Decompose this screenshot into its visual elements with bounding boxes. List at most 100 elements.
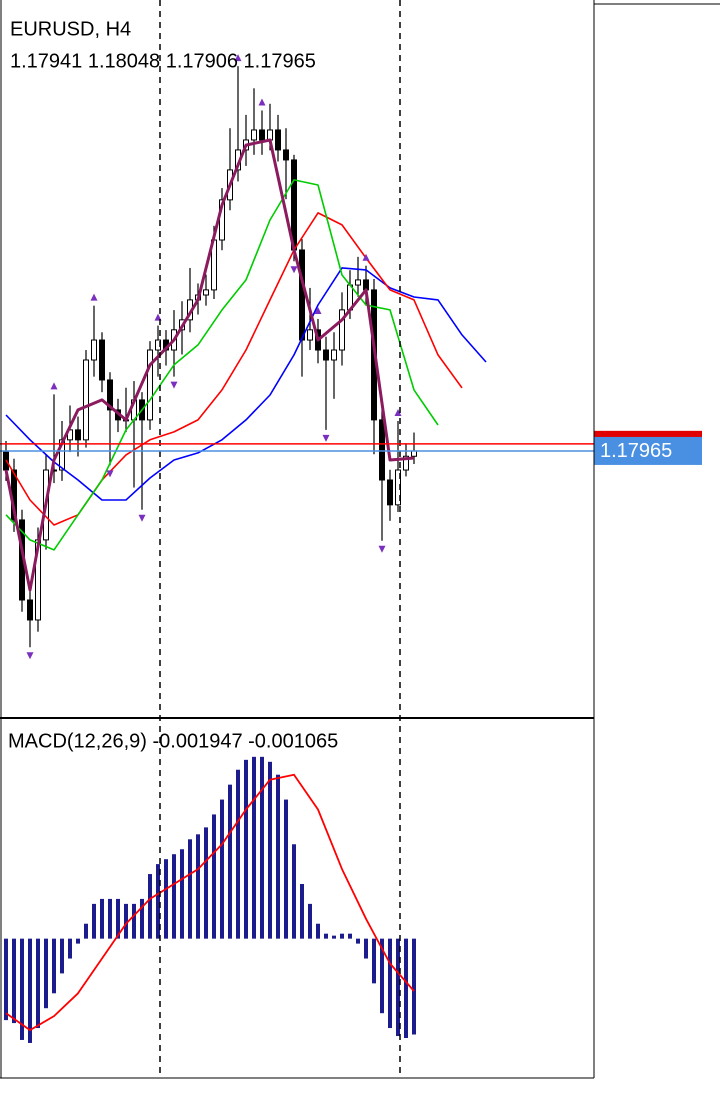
macd-title: MACD(12,26,9) -0.001947 -0.001065 — [8, 730, 338, 752]
macd-bar — [12, 938, 16, 1024]
indicator-line — [5, 773, 415, 1031]
macd-bar — [292, 844, 296, 939]
candle-body — [403, 455, 409, 471]
candle-body — [259, 129, 265, 141]
candle-body — [203, 289, 209, 296]
macd-bar — [364, 938, 368, 959]
macd-bar — [36, 938, 40, 1029]
candle-body — [299, 249, 305, 341]
fractal-up — [234, 54, 242, 62]
candle-body — [331, 349, 337, 361]
fractal-up — [90, 293, 98, 301]
macd-bar — [92, 903, 96, 939]
macd-bar — [308, 903, 312, 939]
macd-bar — [348, 933, 352, 939]
macd-bar — [20, 938, 24, 1040]
macd-bar — [172, 854, 176, 939]
fractal-up — [362, 253, 370, 261]
macd-bar — [212, 814, 216, 939]
macd-bar — [44, 938, 48, 1009]
fractal-up — [50, 382, 58, 390]
marks-layer — [3, 54, 487, 1043]
candle-body — [107, 379, 113, 411]
ohlc-readout: 1.17941 1.18048 1.17906 1.17965 — [10, 50, 316, 72]
candle-body — [91, 339, 97, 361]
macd-bar — [156, 864, 160, 939]
macd-bar — [404, 938, 408, 1038]
macd-bar — [340, 933, 344, 939]
macd-bar — [76, 938, 80, 944]
macd-bar — [396, 938, 400, 1037]
macd-bar — [4, 938, 8, 1021]
candle-body — [251, 129, 257, 141]
overlay-layer: 1.17965 — [0, 430, 702, 465]
macd-bar — [84, 923, 88, 939]
fractal-up — [154, 313, 162, 321]
macd-bar — [196, 834, 200, 939]
macd-bar — [188, 839, 192, 939]
candle-body — [411, 450, 417, 457]
macd-bar — [148, 874, 152, 939]
candle-body — [355, 279, 361, 286]
macd-bar — [412, 938, 416, 1035]
macd-bar — [268, 761, 272, 939]
fractal-down — [290, 266, 298, 274]
macd-bar — [244, 759, 248, 939]
fractal-down — [322, 434, 330, 442]
macd-bar — [124, 903, 128, 939]
macd-bar — [60, 938, 64, 974]
macd-bar — [164, 859, 168, 939]
candle-body — [267, 129, 273, 141]
indicator-line — [4, 138, 415, 592]
macd-bar — [284, 799, 288, 939]
macd-bar — [252, 756, 256, 939]
bid-label-box — [594, 436, 702, 465]
candle-body — [83, 359, 89, 441]
macd-bar — [300, 883, 304, 939]
candle-body — [387, 479, 393, 506]
candle-body — [323, 349, 329, 361]
macd-bar — [180, 849, 184, 939]
candle-body — [99, 339, 105, 381]
candle-body — [27, 599, 33, 621]
candle-body — [75, 429, 81, 441]
macd-bar — [140, 898, 144, 939]
fractal-down — [378, 545, 386, 553]
fractal-up — [394, 408, 402, 416]
macd-bar — [276, 774, 280, 939]
macd-bar — [324, 933, 328, 939]
indicator-line — [5, 267, 487, 501]
macd-bar — [132, 903, 136, 939]
fractal-up — [258, 98, 266, 106]
macd-bar — [116, 898, 120, 939]
indicator-line — [5, 179, 439, 551]
macd-bar — [204, 827, 208, 939]
macd-bar — [52, 938, 56, 994]
macd-bar — [108, 898, 112, 939]
macd-bar — [372, 938, 376, 984]
symbol-title: EURUSD, H4 — [10, 18, 131, 40]
candle-body — [147, 349, 153, 421]
fractal-up — [314, 306, 322, 314]
macd-bar — [332, 935, 336, 939]
macd-bar — [316, 923, 320, 939]
macd-bar — [100, 898, 104, 939]
macd-bar — [388, 938, 392, 1029]
candle-body — [379, 419, 385, 481]
macd-bar — [236, 769, 240, 939]
macd-bar — [260, 756, 264, 939]
macd-bar — [220, 799, 224, 939]
fractal-down — [106, 470, 114, 478]
fractal-down — [138, 514, 146, 522]
candle-body — [275, 129, 281, 151]
macd-bar — [68, 938, 72, 959]
fractal-down — [26, 652, 34, 660]
candle-body — [307, 329, 313, 341]
bid-label: 1.17965 — [600, 440, 672, 462]
macd-bar — [228, 784, 232, 939]
fractal-down — [170, 381, 178, 389]
macd-bar — [28, 938, 32, 1043]
candle-body — [283, 149, 289, 161]
macd-bar — [356, 938, 360, 944]
